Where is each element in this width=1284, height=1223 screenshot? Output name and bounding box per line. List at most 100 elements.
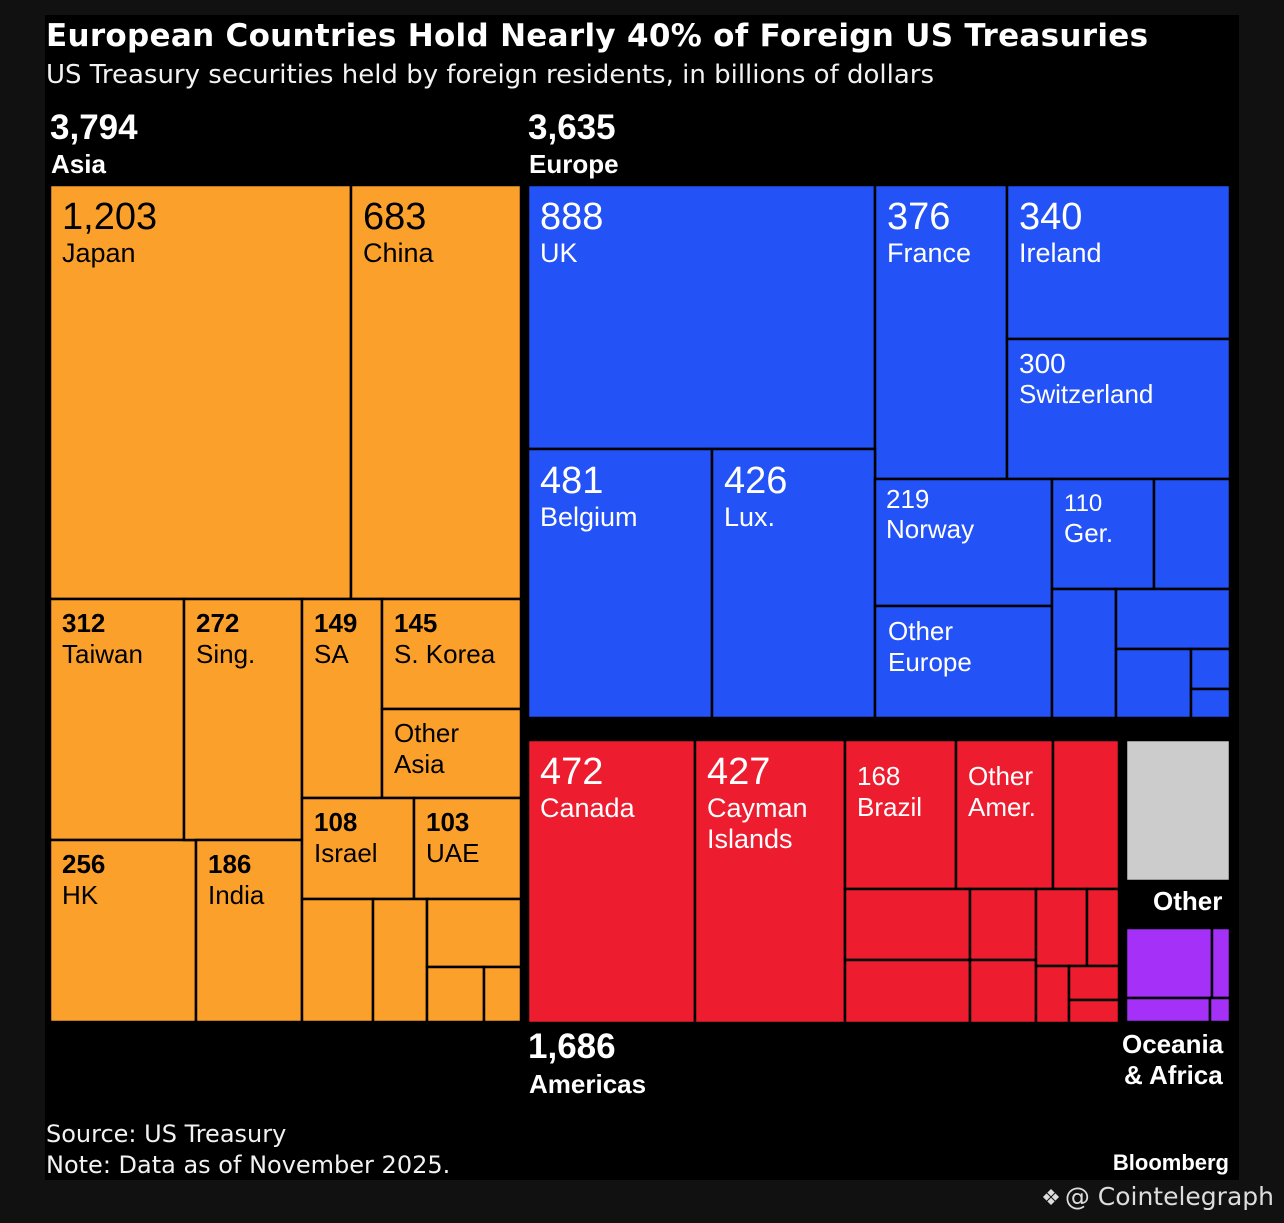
value-cayman-islands: 427 bbox=[707, 751, 770, 793]
label-france: France bbox=[887, 238, 971, 268]
tile-americas-small-10 bbox=[1067, 998, 1121, 1025]
value-india: 186 bbox=[208, 849, 251, 879]
americas-label: Americas bbox=[529, 1069, 647, 1099]
tile-asia-small-3 bbox=[425, 897, 523, 969]
tile-japan bbox=[48, 183, 353, 601]
value-france: 376 bbox=[887, 196, 950, 238]
tile-uk bbox=[526, 183, 877, 451]
tile-americas-small-5 bbox=[968, 958, 1038, 1025]
label-belgium: Belgium bbox=[540, 502, 638, 532]
label-sa: SA bbox=[314, 639, 349, 669]
label-other-europe-1: Other bbox=[888, 616, 953, 646]
tile-asia-small-2 bbox=[371, 897, 429, 1024]
tile-other-asia bbox=[380, 707, 523, 800]
tile-americas-small-7 bbox=[1085, 887, 1121, 968]
value-uk: 888 bbox=[540, 196, 603, 238]
value-sing: 272 bbox=[196, 608, 239, 638]
europe-total: 3,635 bbox=[528, 108, 616, 147]
label-uk: UK bbox=[540, 238, 578, 268]
watermark-text: @ Cointelegraph bbox=[1064, 1182, 1274, 1211]
value-ger: 110 bbox=[1064, 490, 1102, 517]
label-ireland: Ireland bbox=[1019, 238, 1102, 268]
tile-americas-small-2 bbox=[843, 887, 972, 962]
tile-india bbox=[194, 838, 304, 1024]
label-switzerland: Switzerland bbox=[1019, 379, 1153, 409]
tile-brazil bbox=[843, 738, 958, 891]
value-israel: 108 bbox=[314, 807, 357, 837]
tile-canada bbox=[526, 738, 697, 1025]
tile-americas-small-9 bbox=[1067, 964, 1121, 1002]
value-lux: 426 bbox=[724, 460, 787, 502]
chart-title: European Countries Hold Nearly 40% of Fo… bbox=[46, 18, 1149, 54]
value-norway: 219 bbox=[886, 484, 929, 514]
tile-europe-small-5 bbox=[1189, 647, 1232, 691]
value-hk: 256 bbox=[62, 849, 105, 879]
label-taiwan: Taiwan bbox=[62, 639, 143, 669]
label-china: China bbox=[363, 238, 435, 268]
tile-china bbox=[349, 183, 523, 601]
tile-ireland bbox=[1005, 183, 1232, 341]
europe-label: Europe bbox=[529, 149, 619, 179]
bloomberg-logo: Bloomberg bbox=[1112, 1150, 1229, 1175]
label-ger: Ger. bbox=[1064, 518, 1113, 548]
label-hk: HK bbox=[62, 880, 99, 910]
americas-total: 1,686 bbox=[528, 1027, 616, 1066]
tile-asia-small-1 bbox=[300, 897, 375, 1024]
value-uae: 103 bbox=[426, 807, 469, 837]
tile-europe-small-1 bbox=[1152, 477, 1232, 591]
value-japan: 1,203 bbox=[62, 196, 157, 238]
label-canada: Canada bbox=[540, 793, 636, 823]
tile-asia-small-4 bbox=[425, 965, 486, 1024]
tile-taiwan bbox=[48, 597, 186, 842]
oceania-africa-label-line1: Oceania bbox=[1122, 1029, 1224, 1059]
label-india: India bbox=[208, 880, 265, 910]
tile-france bbox=[873, 183, 1009, 481]
asia-label: Asia bbox=[51, 149, 106, 179]
value-ireland: 340 bbox=[1019, 196, 1082, 238]
label-other-amer-2: Amer. bbox=[968, 792, 1036, 822]
binance-diamond-icon: ❖ bbox=[1041, 1186, 1061, 1211]
source-note: Source: US Treasury bbox=[46, 1120, 287, 1148]
tile-other bbox=[1124, 738, 1232, 883]
value-s-korea: 145 bbox=[394, 608, 437, 638]
tile-americas-small-4 bbox=[968, 887, 1038, 962]
tile-oceania-africa-2 bbox=[1210, 926, 1232, 1000]
tile-americas-small-6 bbox=[1034, 887, 1089, 968]
label-other-amer-1: Other bbox=[968, 761, 1033, 791]
tile-norway bbox=[873, 477, 1054, 608]
value-sa: 149 bbox=[314, 608, 357, 638]
tile-other-amer bbox=[954, 738, 1055, 891]
label-israel: Israel bbox=[314, 838, 378, 868]
tile-ger bbox=[1050, 477, 1156, 591]
cointelegraph-watermark: ❖ @ Cointelegraph bbox=[1041, 1182, 1274, 1211]
oceania-africa-label-line2: & Africa bbox=[1124, 1060, 1223, 1090]
tile-oceania-africa-1 bbox=[1124, 926, 1214, 1000]
tile-americas-small-8 bbox=[1034, 964, 1071, 1025]
label-brazil: Brazil bbox=[857, 792, 922, 822]
label-other-europe-2: Europe bbox=[888, 647, 972, 677]
label-lux: Lux. bbox=[724, 502, 775, 532]
value-canada: 472 bbox=[540, 751, 603, 793]
tile-sing bbox=[182, 597, 304, 842]
tile-switzerland bbox=[1005, 337, 1232, 481]
tile-oceania-africa-3 bbox=[1124, 996, 1212, 1024]
tile-cayman-islands bbox=[693, 738, 847, 1025]
tile-other-europe bbox=[873, 604, 1054, 720]
tile-oceania-africa-4 bbox=[1208, 996, 1232, 1024]
value-switzerland: 300 bbox=[1019, 348, 1066, 379]
tile-s-korea bbox=[380, 597, 523, 711]
label-uae: UAE bbox=[426, 838, 479, 868]
tile-europe-small-4 bbox=[1114, 647, 1193, 720]
label-norway: Norway bbox=[886, 514, 974, 544]
tile-europe-small-2 bbox=[1050, 587, 1118, 720]
label-other-asia-2: Asia bbox=[394, 749, 445, 779]
value-brazil: 168 bbox=[857, 761, 900, 791]
value-china: 683 bbox=[363, 196, 426, 238]
asia-total: 3,794 bbox=[50, 108, 138, 147]
tile-europe-small-6 bbox=[1189, 687, 1232, 720]
label-japan: Japan bbox=[62, 238, 136, 268]
value-belgium: 481 bbox=[540, 460, 603, 502]
tile-europe-small-3 bbox=[1114, 587, 1232, 651]
label-cayman-islands-2: Islands bbox=[707, 824, 793, 854]
tile-asia-small-5 bbox=[482, 965, 523, 1024]
